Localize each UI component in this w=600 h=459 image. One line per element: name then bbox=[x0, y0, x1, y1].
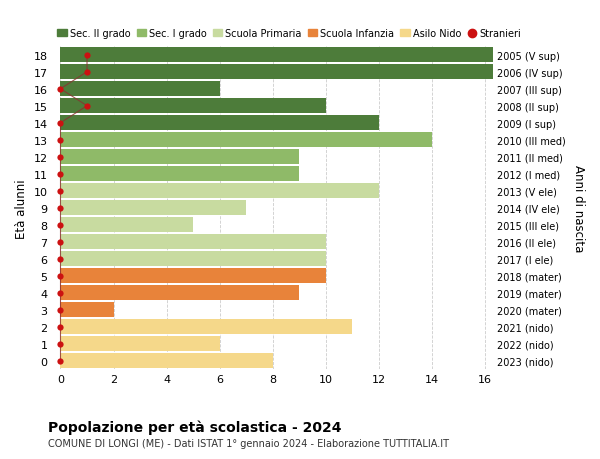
Bar bbox=[61, 319, 352, 335]
Text: COMUNE DI LONGI (ME) - Dati ISTAT 1° gennaio 2024 - Elaborazione TUTTITALIA.IT: COMUNE DI LONGI (ME) - Dati ISTAT 1° gen… bbox=[48, 438, 449, 448]
Y-axis label: Età alunni: Età alunni bbox=[15, 179, 28, 238]
Bar bbox=[61, 99, 326, 114]
Bar bbox=[61, 269, 326, 284]
Bar bbox=[61, 302, 113, 318]
Bar bbox=[61, 184, 379, 199]
Bar bbox=[61, 353, 272, 369]
Bar bbox=[61, 235, 326, 250]
Bar bbox=[61, 201, 246, 216]
Legend: Sec. II grado, Sec. I grado, Scuola Primaria, Scuola Infanzia, Asilo Nido, Stran: Sec. II grado, Sec. I grado, Scuola Prim… bbox=[58, 29, 521, 39]
Bar bbox=[61, 336, 220, 352]
Bar bbox=[61, 65, 511, 80]
Bar bbox=[61, 82, 220, 97]
Bar bbox=[61, 150, 299, 165]
Bar bbox=[61, 167, 299, 182]
Bar bbox=[61, 133, 431, 148]
Bar bbox=[61, 218, 193, 233]
Y-axis label: Anni di nascita: Anni di nascita bbox=[572, 165, 585, 252]
Bar bbox=[61, 285, 299, 301]
Bar bbox=[61, 252, 326, 267]
Bar bbox=[61, 48, 511, 63]
Text: Popolazione per età scolastica - 2024: Popolazione per età scolastica - 2024 bbox=[48, 420, 341, 435]
Bar bbox=[61, 116, 379, 131]
